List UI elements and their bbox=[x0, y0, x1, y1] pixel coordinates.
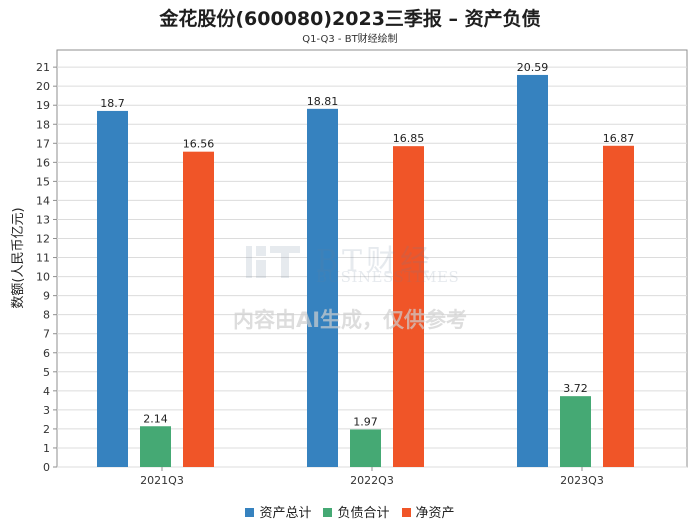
y-tick-label: 16 bbox=[36, 156, 50, 169]
bar-2-2023Q3 bbox=[560, 396, 591, 467]
bar-1-2022Q3 bbox=[307, 108, 338, 468]
labels-layer: 18.7 2.14 16.56 18.81 1.97 16.85 20.59 3.72 16.8… bbox=[100, 61, 634, 429]
chart-subtitle: Q1-Q3 - BT财经绘制 bbox=[302, 34, 398, 45]
data-label: 18.81 bbox=[307, 95, 339, 108]
legend-swatch bbox=[245, 508, 255, 517]
y-axis-label: 数额(人民币亿元) bbox=[11, 207, 26, 308]
y-tick-label: 12 bbox=[36, 233, 50, 246]
data-label: 20.59 bbox=[517, 61, 549, 74]
data-label: 2.14 bbox=[143, 412, 168, 425]
y-tick-label: 8 bbox=[43, 309, 50, 322]
data-label: 1.97 bbox=[353, 415, 378, 428]
y-tick-label: 17 bbox=[36, 137, 50, 150]
y-tick-label: 9 bbox=[43, 290, 50, 303]
y-tick-label: 21 bbox=[36, 61, 50, 74]
legend-item-2: 负债合计 bbox=[323, 502, 390, 521]
legend-item-3: 净资产 bbox=[401, 502, 455, 521]
chart-title: 金花股份(600080)2023三季报 – 资产负债 bbox=[159, 8, 541, 30]
y-tick-label: 1 bbox=[43, 442, 50, 455]
y-tick-label: 3 bbox=[43, 404, 50, 417]
watermark-logo-icon bbox=[246, 246, 300, 278]
bar-3-2021Q3 bbox=[183, 151, 214, 468]
y-tick-label: 0 bbox=[43, 461, 50, 474]
legend-label: 资产总计 bbox=[259, 506, 312, 521]
y-tick-label: 11 bbox=[36, 252, 50, 265]
bar-3-2022Q3 bbox=[393, 146, 424, 467]
y-tick-label: 7 bbox=[43, 328, 50, 341]
x-tick-label: 2021Q3 bbox=[140, 474, 184, 487]
data-label: 16.56 bbox=[183, 138, 215, 151]
watermark: BT财经 BUSINESSTIMES bbox=[246, 240, 476, 292]
axis-layer: 01234567891011121314151617181920212021Q3… bbox=[36, 61, 604, 487]
y-tick-label: 14 bbox=[36, 194, 50, 207]
ai-disclaimer-watermark: 内容由AI生成，仅供参考 bbox=[232, 308, 468, 332]
watermark-brand-en: BUSINESSTIMES bbox=[316, 268, 460, 286]
y-tick-label: 5 bbox=[43, 366, 50, 379]
y-tick-label: 4 bbox=[43, 385, 50, 398]
legend-swatch bbox=[401, 508, 411, 517]
y-tick-label: 10 bbox=[36, 271, 50, 284]
y-tick-label: 20 bbox=[36, 80, 50, 93]
data-label: 16.85 bbox=[393, 132, 425, 145]
legend-item-1: 资产总计 bbox=[245, 502, 311, 521]
y-tick-label: 13 bbox=[36, 213, 50, 226]
watermark-brand-cn: BT财经 bbox=[316, 244, 435, 279]
x-tick-label: 2022Q3 bbox=[350, 474, 394, 487]
y-tick-label: 6 bbox=[43, 347, 50, 360]
bar-1-2023Q3 bbox=[517, 74, 548, 467]
legend-label: 负债合计 bbox=[337, 506, 390, 521]
x-tick-label: 2023Q3 bbox=[560, 474, 604, 487]
bars-layer bbox=[97, 74, 634, 468]
legend-label: 净资产 bbox=[415, 506, 455, 521]
data-label: 16.87 bbox=[603, 132, 635, 145]
bar-2-2021Q3 bbox=[140, 426, 171, 467]
bar-3-2023Q3 bbox=[603, 145, 634, 467]
legend: 资产总计 负债合计 净资产 bbox=[0, 502, 700, 521]
bar-1-2021Q3 bbox=[97, 110, 128, 467]
y-tick-label: 18 bbox=[36, 118, 50, 131]
legend-swatch bbox=[323, 508, 333, 517]
y-tick-label: 2 bbox=[43, 423, 50, 436]
y-tick-label: 15 bbox=[36, 175, 50, 188]
y-tick-label: 19 bbox=[36, 99, 50, 112]
bar-2-2022Q3 bbox=[350, 429, 381, 467]
data-label: 3.72 bbox=[563, 382, 588, 395]
data-label: 18.7 bbox=[100, 97, 125, 110]
